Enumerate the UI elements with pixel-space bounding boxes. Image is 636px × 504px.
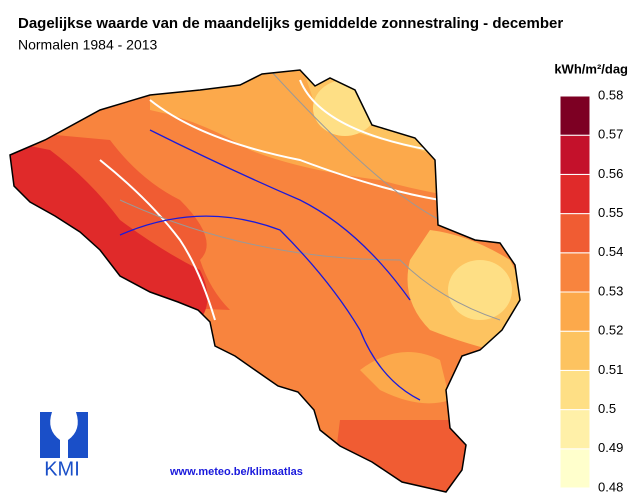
legend-swatch [559, 95, 591, 136]
legend-tick-label: 0.53 [598, 283, 623, 298]
subtitle: Normalen 1984 - 2013 [18, 37, 158, 53]
logo-text: KMI [44, 458, 80, 480]
legend-tick-label: 0.56 [598, 166, 623, 181]
legend-swatch [559, 213, 591, 254]
legend-swatch [559, 291, 591, 332]
legend-tick-label: 0.48 [598, 479, 623, 494]
kmi-logo: KMI [40, 412, 88, 480]
border [9, 69, 521, 493]
url: www.meteo.be/klimaatlas [169, 466, 303, 478]
legend-tick-label: 0.54 [598, 244, 623, 259]
title: Dagelijkse waarde van de maandelijks gem… [18, 15, 563, 32]
legend-swatch [559, 173, 591, 215]
legend-swatch [559, 369, 591, 411]
legend-tick-label: 0.51 [598, 362, 623, 377]
legend-tick-label: 0.57 [598, 127, 623, 142]
legend-swatch [559, 134, 591, 175]
legend-swatch [559, 330, 591, 371]
legend-tick-label: 0.55 [598, 205, 623, 220]
legend-unit: kWh/m²/dag [554, 61, 628, 76]
legend-swatch [559, 448, 591, 489]
legend: 0.48 0.49 0.5 0.51 0.52 0.53 0.54 0.55 0.56 0.57 0… [559, 87, 623, 494]
legend-tick-label: 0.52 [598, 323, 623, 338]
legend-swatch [559, 252, 591, 293]
legend-tick-label: 0.5 [598, 401, 616, 416]
legend-swatch [559, 409, 591, 450]
legend-tick-label: 0.58 [598, 87, 623, 102]
legend-tick-label: 0.49 [598, 440, 623, 455]
